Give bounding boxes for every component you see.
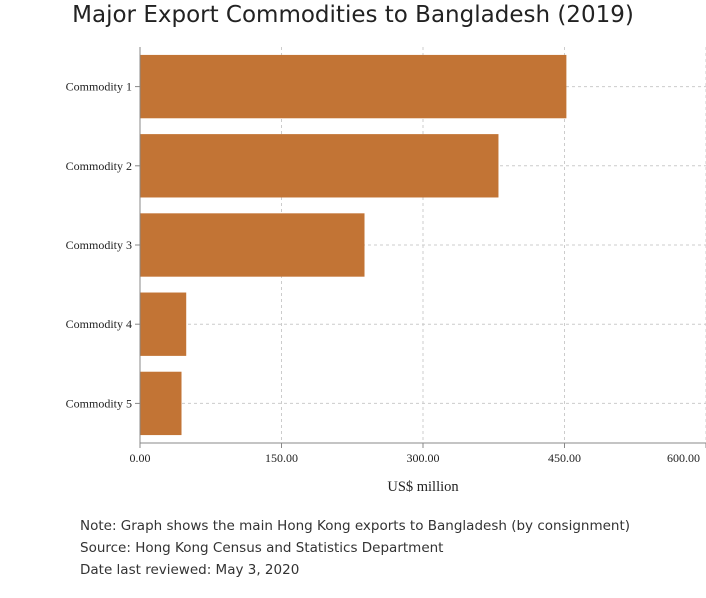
bar-chart: Commodity 1 Commodity 2 Commodity 3 Commodi… xyxy=(66,47,706,495)
axes xyxy=(135,47,706,448)
bar xyxy=(140,292,187,356)
reviewed-date-text: Date last reviewed: May 3, 2020 xyxy=(80,562,300,578)
x-tick-label: 0.00 xyxy=(130,451,151,465)
source-text: Source: Hong Kong Census and Statistics … xyxy=(80,540,444,556)
note-text: Note: Graph shows the main Hong Kong exp… xyxy=(80,518,631,534)
x-axis-label: US$ million xyxy=(387,479,459,495)
bar xyxy=(140,134,499,198)
bar xyxy=(140,213,365,277)
chart-title: Major Export Commodities to Bangladesh (… xyxy=(72,2,634,28)
bar xyxy=(140,371,182,436)
x-tick-label: 450.00 xyxy=(548,451,581,465)
y-tick-label: Commodity 2 xyxy=(66,159,132,173)
x-tick-label: 150.00 xyxy=(265,451,298,465)
x-tick-label: 600.00 xyxy=(667,451,700,465)
y-tick-label: Commodity 4 xyxy=(66,317,132,331)
y-tick-labels: Commodity 1 Commodity 2 Commodity 3 Commodi… xyxy=(66,80,132,411)
bars xyxy=(140,54,567,436)
y-tick-label: Commodity 3 xyxy=(66,238,132,252)
chart-notes: Note: Graph shows the main Hong Kong exp… xyxy=(80,515,630,581)
x-tick-labels: 0.00 150.00 300.00 450.00 600.00 xyxy=(130,451,701,465)
bar xyxy=(140,54,567,119)
y-tick-label: Commodity 1 xyxy=(66,80,132,94)
y-tick-label: Commodity 5 xyxy=(66,396,132,410)
x-tick-label: 300.00 xyxy=(407,451,440,465)
